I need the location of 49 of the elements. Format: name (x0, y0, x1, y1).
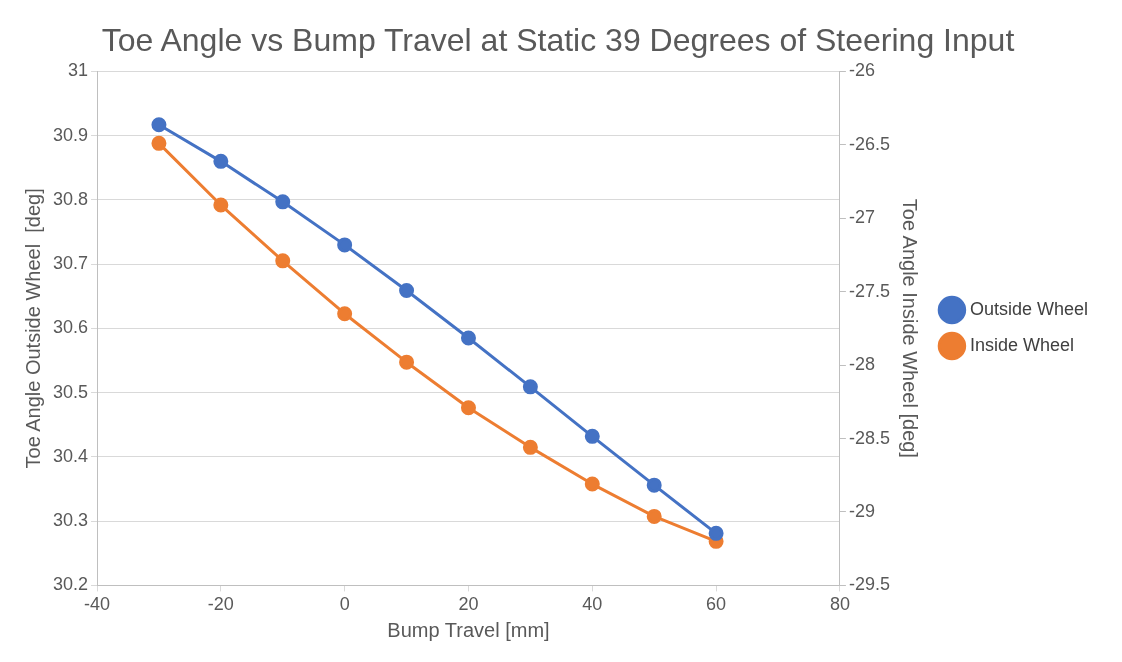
point (213, 153, 229, 169)
y-tick-label: 30.5 (52, 381, 89, 402)
y2-tick-label: -26 (848, 60, 875, 81)
point (708, 525, 724, 541)
y-tick-label: 31 (68, 60, 89, 81)
point (399, 282, 415, 298)
x-tick-label: 60 (706, 594, 727, 615)
chart-title: Toe Angle vs Bump Travel at Static 39 Degrees of Steering Input (101, 22, 1015, 59)
point (584, 476, 600, 492)
y-tick-label: 30.9 (52, 124, 89, 145)
point (275, 194, 291, 210)
legend-label: Outside Wheel (969, 298, 1089, 319)
point (646, 508, 662, 524)
y-tick-label: 30.4 (52, 445, 89, 466)
legend-label: Inside Wheel (969, 334, 1075, 355)
point (460, 330, 476, 346)
point (399, 354, 415, 370)
point (213, 197, 229, 213)
y2-tick-label: -27.5 (848, 280, 890, 301)
y2-tick-label: -26.5 (848, 133, 890, 154)
y2-tick-label: -29 (848, 500, 875, 521)
y-tick-label: 30.7 (52, 253, 89, 274)
x-tick-label: 80 (829, 594, 850, 615)
y2-tick-label: -27 (848, 207, 875, 228)
x-tick-label: 40 (582, 594, 603, 615)
point (460, 400, 476, 416)
x-tick-label: -20 (207, 594, 234, 615)
y2-tick-label: -28.5 (848, 427, 890, 448)
point (151, 135, 167, 151)
point (522, 439, 538, 455)
y-tick-label: 30.2 (52, 574, 89, 595)
point (337, 306, 353, 322)
point (522, 379, 538, 395)
point (275, 253, 291, 269)
point (151, 117, 167, 133)
y2-tick-label: -28 (848, 354, 875, 375)
x-tick-label: -40 (84, 594, 111, 615)
x-tick-label: 20 (458, 594, 479, 615)
y2-axis-title: Toe Angle Inside Wheel [deg] (899, 198, 922, 458)
y-axis-title: Toe Angle Outside Wheel [deg] (21, 188, 44, 469)
x-tick-label: 0 (339, 594, 350, 615)
y2-tick-label: -29.5 (848, 574, 890, 595)
point (337, 237, 353, 253)
x-axis-title: Bump Travel [mm] (387, 618, 550, 641)
point (584, 428, 600, 444)
y-tick-label: 30.3 (52, 510, 89, 531)
y-tick-label: 30.8 (52, 188, 89, 209)
y-tick-label: 30.6 (52, 317, 89, 338)
point (646, 477, 662, 493)
